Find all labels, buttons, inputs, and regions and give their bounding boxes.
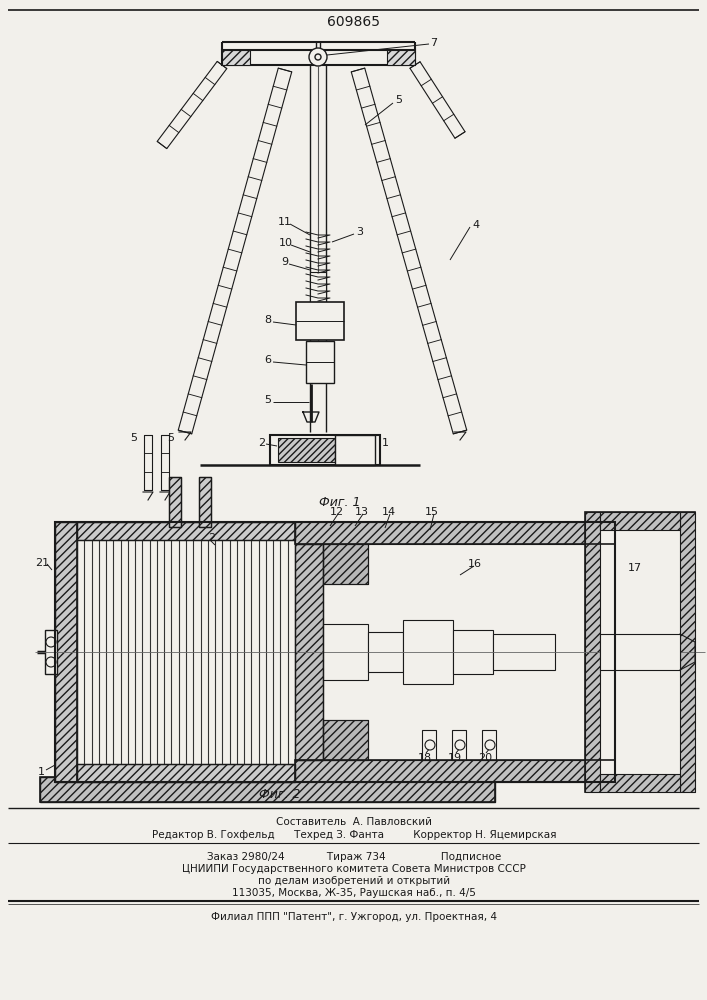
Text: 1: 1: [38, 767, 45, 777]
Text: 5: 5: [167, 433, 174, 443]
Polygon shape: [157, 61, 227, 149]
Text: 21: 21: [35, 558, 49, 568]
Bar: [323, 624, 368, 680]
Bar: [600, 634, 680, 670]
Bar: [310, 272, 326, 302]
Text: Фиг. 1: Фиг. 1: [320, 495, 361, 508]
Bar: [199, 477, 211, 527]
Text: 4: 4: [472, 220, 479, 230]
Text: 113035, Москва, Ж-35, Раушская наб., п. 4/5: 113035, Москва, Ж-35, Раушская наб., п. …: [232, 888, 476, 898]
Circle shape: [315, 54, 321, 60]
Circle shape: [46, 637, 56, 647]
Bar: [368, 632, 403, 672]
Bar: [55, 522, 77, 782]
Bar: [295, 760, 615, 782]
Bar: [482, 730, 496, 760]
Text: по делам изобретений и открытий: по делам изобретений и открытий: [258, 876, 450, 886]
Bar: [222, 50, 250, 65]
Bar: [452, 730, 466, 760]
Bar: [40, 777, 495, 802]
Bar: [295, 544, 323, 760]
Text: 20: 20: [478, 753, 492, 763]
Bar: [77, 540, 295, 764]
Bar: [199, 477, 211, 527]
Bar: [323, 720, 368, 760]
Text: 6: 6: [264, 355, 271, 365]
Bar: [222, 50, 415, 65]
Text: 16: 16: [468, 559, 482, 569]
Bar: [270, 435, 380, 465]
Text: Редактор В. Гохфельд      Техред З. Фанта         Корректор Н. Яцемирская: Редактор В. Гохфельд Техред З. Фанта Кор…: [152, 830, 556, 840]
Text: 7: 7: [430, 38, 437, 48]
Polygon shape: [410, 62, 465, 138]
Bar: [77, 522, 295, 540]
Polygon shape: [161, 435, 169, 490]
Text: 609865: 609865: [327, 15, 380, 29]
Bar: [422, 730, 436, 760]
Circle shape: [46, 657, 56, 667]
Circle shape: [309, 48, 327, 66]
Bar: [323, 544, 368, 584]
Text: 18: 18: [418, 753, 432, 763]
Text: 11: 11: [278, 217, 292, 227]
Text: 13: 13: [355, 507, 369, 517]
Bar: [40, 777, 495, 802]
Bar: [278, 438, 335, 462]
Text: Фиг. 2: Фиг. 2: [259, 788, 300, 800]
Bar: [55, 522, 77, 782]
Text: 5: 5: [130, 433, 137, 443]
Bar: [585, 512, 600, 792]
Text: Составитель  А. Павловский: Составитель А. Павловский: [276, 817, 432, 827]
Text: 8: 8: [264, 315, 271, 325]
Text: 19: 19: [448, 753, 462, 763]
Bar: [600, 774, 680, 792]
Bar: [45, 630, 57, 674]
Text: 17: 17: [628, 563, 642, 573]
Bar: [169, 477, 181, 527]
Circle shape: [485, 740, 495, 750]
Polygon shape: [351, 68, 467, 434]
Polygon shape: [144, 435, 152, 490]
Bar: [77, 522, 295, 540]
Bar: [335, 435, 375, 465]
Text: 12: 12: [330, 507, 344, 517]
Bar: [295, 760, 615, 782]
Bar: [295, 522, 615, 544]
Bar: [403, 620, 453, 684]
Bar: [296, 302, 344, 340]
Bar: [169, 477, 181, 527]
Text: 2: 2: [258, 438, 265, 448]
Circle shape: [425, 740, 435, 750]
Bar: [55, 522, 615, 782]
Bar: [77, 764, 295, 782]
Bar: [323, 720, 368, 760]
Text: 3: 3: [356, 227, 363, 237]
Bar: [77, 764, 295, 782]
Bar: [600, 512, 680, 530]
Bar: [453, 630, 493, 674]
Bar: [295, 522, 615, 544]
Text: 5: 5: [264, 395, 271, 405]
Text: ЦНИИПИ Государственного комитета Совета Министров СССР: ЦНИИПИ Государственного комитета Совета …: [182, 864, 526, 874]
Text: Филиал ППП "Патент", г. Ужгород, ул. Проектная, 4: Филиал ППП "Патент", г. Ужгород, ул. Про…: [211, 912, 497, 922]
Bar: [387, 50, 415, 65]
Circle shape: [455, 740, 465, 750]
Bar: [493, 634, 555, 670]
Text: 15: 15: [425, 507, 439, 517]
Text: 1: 1: [382, 438, 389, 448]
Polygon shape: [178, 68, 292, 434]
Text: Заказ 2980/24             Тираж 734                 Подписное: Заказ 2980/24 Тираж 734 Подписное: [207, 852, 501, 862]
Bar: [323, 544, 368, 584]
Text: 5: 5: [395, 95, 402, 105]
Bar: [680, 512, 695, 792]
Text: 10: 10: [279, 238, 293, 248]
Bar: [295, 544, 615, 760]
Text: 2: 2: [208, 533, 215, 543]
Bar: [295, 544, 323, 760]
Bar: [306, 341, 334, 383]
Bar: [585, 512, 695, 792]
Text: 9: 9: [281, 257, 288, 267]
Text: 14: 14: [382, 507, 396, 517]
